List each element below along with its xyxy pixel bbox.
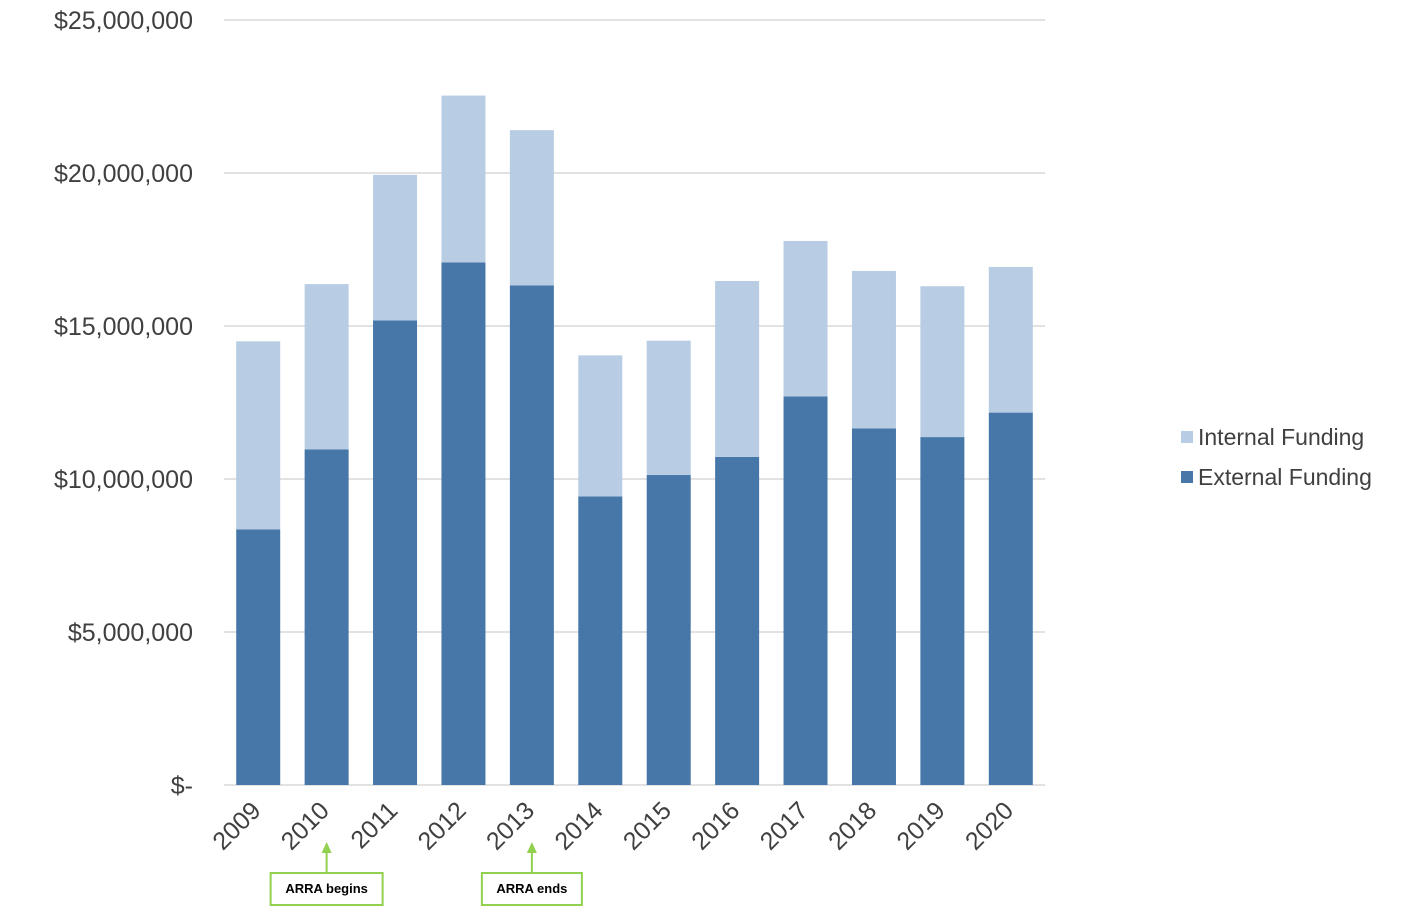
bar-external-funding-2011 (373, 320, 418, 785)
bar-external-funding-2018 (851, 428, 896, 785)
bar-external-funding-2012 (441, 262, 486, 785)
bar-external-funding-2009 (236, 529, 281, 785)
y-tick-label: $25,000,000 (54, 7, 193, 35)
bar-external-funding-2015 (646, 475, 691, 785)
x-tick-label: 2017 (755, 796, 814, 855)
x-tick-label: 2014 (549, 796, 608, 855)
x-tick-label: 2012 (413, 796, 472, 855)
legend-swatch (1181, 471, 1193, 483)
legend: Internal Funding External Funding (1181, 424, 1372, 490)
bar-external-funding-2014 (578, 496, 623, 785)
bar-internal-funding-2017 (783, 240, 828, 397)
annotation-arrowhead (321, 842, 332, 853)
y-axis-ticks: $- $5,000,000 $10,000,000 $15,000,000 $20,00… (54, 7, 193, 800)
legend-swatch (1181, 431, 1193, 443)
y-tick-label: $- (171, 772, 193, 800)
bar-external-funding-2010 (304, 449, 349, 785)
y-tick-label: $15,000,000 (54, 313, 193, 341)
bar-internal-funding-2009 (236, 341, 281, 530)
bar-internal-funding-2020 (988, 266, 1033, 413)
y-tick-label: $20,000,000 (54, 160, 193, 188)
bar-external-funding-2019 (920, 437, 965, 785)
gridlines (224, 19, 1045, 786)
x-tick-label: 2011 (345, 796, 403, 854)
bar-internal-funding-2016 (715, 281, 760, 457)
bar-external-funding-2020 (988, 412, 1033, 785)
x-tick-label: 2020 (960, 796, 1019, 855)
x-tick-label: 2009 (207, 796, 266, 855)
bar-external-funding-2017 (783, 396, 828, 785)
bars (236, 95, 1033, 785)
bar-internal-funding-2018 (851, 270, 896, 429)
bar-internal-funding-2010 (304, 284, 349, 450)
bar-external-funding-2016 (715, 456, 760, 785)
legend-label: Internal Funding (1198, 424, 1364, 450)
x-tick-label: 2015 (618, 796, 677, 855)
bar-internal-funding-2014 (578, 355, 623, 497)
y-tick-label: $5,000,000 (68, 619, 193, 647)
x-tick-label: 2016 (686, 796, 745, 855)
bar-internal-funding-2015 (646, 340, 691, 476)
x-tick-label: 2019 (891, 796, 950, 855)
annotation-label: ARRA ends (496, 881, 567, 896)
bar-external-funding-2013 (509, 285, 554, 785)
bar-internal-funding-2011 (373, 174, 418, 321)
x-tick-label: 2018 (823, 796, 882, 855)
annotation-box (269, 872, 384, 906)
annotation-arrowhead (526, 842, 537, 853)
legend-label: External Funding (1198, 464, 1372, 490)
bar-internal-funding-2013 (509, 130, 554, 286)
annotation-label: ARRA begins (285, 881, 368, 896)
annotations: ARRA begins ARRA ends (269, 842, 583, 906)
annotation-box (480, 872, 583, 906)
bar-internal-funding-2019 (920, 286, 965, 438)
x-axis-ticks: 2009 2010 2011 2012 2013 2014 2015 2016 2017 2018… (207, 796, 1019, 855)
bar-internal-funding-2012 (441, 95, 486, 263)
y-tick-label: $10,000,000 (54, 466, 193, 494)
